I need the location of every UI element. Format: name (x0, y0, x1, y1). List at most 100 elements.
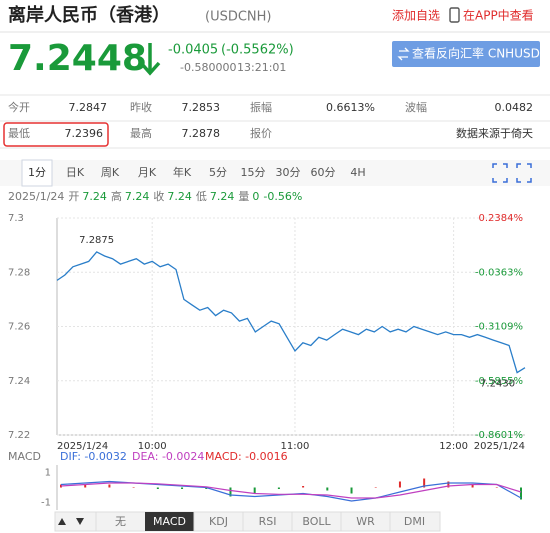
tab[interactable]: 30分 (276, 166, 301, 179)
stat-value: 7.2847 (69, 101, 108, 114)
macd-bar (374, 487, 377, 488)
indicator-tab[interactable]: WR (356, 515, 375, 528)
add-watch[interactable]: 添加自选 (392, 9, 440, 23)
stat-label: 最高 (130, 126, 152, 140)
x-tick-label: 12:00 (439, 441, 468, 452)
info-value: 7.24 (210, 190, 235, 203)
indicator-tab[interactable]: BOLL (302, 515, 331, 528)
info-label: 高 (111, 189, 122, 203)
y-tick-label: -1 (41, 498, 51, 509)
x-tick-label: 10:00 (138, 441, 167, 452)
macd-bar (326, 487, 329, 491)
price-line (56, 251, 526, 374)
y-tick-label: 7.24 (8, 376, 30, 387)
macd-chart: 1 -1 (41, 465, 522, 510)
tab[interactable]: 15分 (241, 166, 266, 179)
stat-value: 7.2878 (182, 127, 221, 140)
macd-bar (253, 487, 256, 494)
info-value: 7.24 (125, 190, 150, 203)
macd-bar (108, 484, 111, 488)
indicator-tab[interactable]: KDJ (209, 515, 228, 528)
stat-value: 7.2396 (65, 127, 104, 140)
tab[interactable]: 4H (350, 166, 365, 179)
stat-label: 昨收 (130, 100, 152, 114)
dea-label: DEA: -0.0024 (132, 450, 204, 463)
stat-label: 今开 (8, 100, 30, 114)
down-arrow (139, 43, 161, 76)
button-label[interactable]: 查看反向汇率 CNHUSD (412, 46, 540, 61)
macd-line (60, 482, 522, 499)
stat-value: 数据来源于倚天 (456, 126, 533, 140)
app-link[interactable]: 在APP中查看 (463, 8, 534, 23)
macd-bar (84, 484, 87, 488)
y2-tick-label: -0.5855% (475, 376, 523, 387)
macd-bar (302, 486, 305, 488)
macd-bar (398, 481, 401, 488)
y-tick-label: 1 (45, 468, 51, 479)
scroll-arrows[interactable] (58, 518, 84, 525)
tab[interactable]: 年K (173, 165, 192, 179)
quote-time: 13:21:01 (237, 61, 286, 74)
tab[interactable]: 日K (66, 166, 85, 179)
macd-bar (447, 481, 450, 488)
indicator-tab[interactable]: DMI (404, 515, 425, 528)
indicator-tab[interactable]: 无 (115, 515, 126, 528)
tab-bar (0, 160, 550, 186)
tab[interactable]: 60分 (311, 166, 336, 179)
indicator-tab[interactable]: RSI (259, 515, 277, 528)
tool-icons (492, 163, 532, 183)
indicator-bar (54, 511, 441, 532)
stat-label: 报价 (250, 126, 272, 140)
macd-bar (350, 487, 353, 494)
macd-bar (423, 478, 426, 488)
macd-bar (156, 487, 159, 489)
macd-bar (471, 484, 474, 488)
x-tick-label: 11:00 (281, 441, 310, 452)
phone-icon (449, 7, 460, 23)
info-label: 收 (153, 189, 164, 203)
annotation: 7.2430 (480, 379, 515, 390)
macd-bar (181, 487, 184, 489)
macd-bar (277, 487, 280, 489)
y-tick-label: 7.26 (8, 322, 30, 333)
indicator-tab[interactable]: MACD (153, 515, 186, 528)
x-tick-label: 2025/1/24 (474, 441, 525, 452)
info-value: 7.24 (82, 190, 107, 203)
info-value: 7.24 (167, 190, 192, 203)
y-tick-label: 7.28 (8, 267, 30, 278)
annotation: 7.2875 (79, 235, 114, 246)
y-tick-label: 7.3 (8, 213, 24, 224)
tab[interactable]: 5分 (209, 166, 227, 179)
tab[interactable]: 月K (138, 166, 157, 179)
info-label: 开 (68, 190, 79, 203)
price-chart: 7.22 7.24 7.26 7.28 7.3 0.2384% -0.0363% -0.310… (8, 213, 526, 452)
stat-label: 最低 (8, 127, 30, 140)
stat-value: 0.0482 (495, 101, 534, 114)
x-tick-label: 2025/1/24 (57, 441, 108, 452)
title: 离岸人民币（香港） (8, 4, 170, 26)
y2-tick-label: -0.8601% (475, 430, 523, 441)
stat-label: 波幅 (405, 101, 427, 114)
macd-title: MACD (8, 450, 41, 463)
tab[interactable]: 周K (101, 166, 120, 179)
indicator-tabs: 无 MACD KDJ RSI BOLL WR DMI (95, 512, 425, 531)
change: -0.0405 (168, 43, 218, 58)
reverse-button[interactable]: 查看反向汇率 CNHUSD (392, 41, 540, 67)
tab[interactable]: 1分 (28, 166, 46, 179)
stat-label: 振幅 (250, 100, 272, 114)
info-label: 量 (238, 190, 249, 203)
code: (USDCNH) (205, 10, 272, 25)
change-pct: (-0.5562%) (221, 43, 294, 58)
stat-value: 0.6613% (326, 101, 375, 114)
macd-bar (205, 487, 208, 489)
info-change: -0.56% (263, 190, 302, 203)
y-tick-label: 7.22 (8, 430, 30, 441)
macd-bar (229, 487, 232, 497)
tab-selected (21, 159, 53, 187)
info-value: 0 (252, 190, 259, 203)
macd-line (60, 480, 522, 502)
macd-bar (520, 487, 522, 500)
tabs: 1分 日K 周K 月K 年K 5分 15分 30分 60分 4H (28, 165, 366, 179)
info-date: 2025/1/24 (8, 190, 64, 203)
